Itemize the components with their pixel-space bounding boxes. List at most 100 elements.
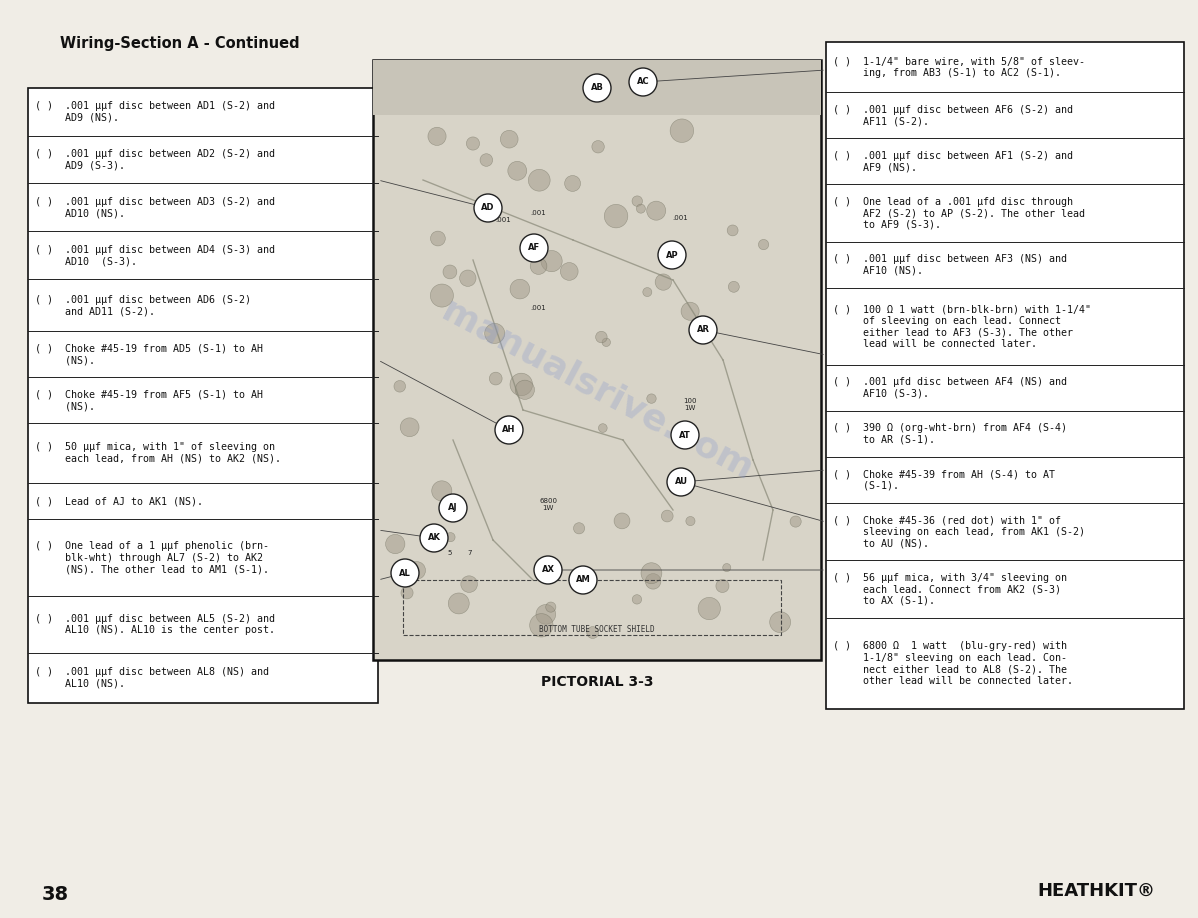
Text: ( )  Choke #45-39 from AH (S-4) to AT: ( ) Choke #45-39 from AH (S-4) to AT xyxy=(833,469,1055,479)
Circle shape xyxy=(394,380,406,392)
Text: AR: AR xyxy=(696,326,709,334)
Text: AF10 (NS).: AF10 (NS). xyxy=(833,266,922,276)
Circle shape xyxy=(667,468,695,496)
Text: to AU (NS).: to AU (NS). xyxy=(833,538,928,548)
Text: to AF9 (S-3).: to AF9 (S-3). xyxy=(833,220,940,230)
Text: .001: .001 xyxy=(672,215,688,221)
Circle shape xyxy=(515,380,534,399)
Text: AP: AP xyxy=(666,251,678,260)
Text: ( )  Choke #45-19 from AD5 (S-1) to AH: ( ) Choke #45-19 from AD5 (S-1) to AH xyxy=(35,343,264,353)
Text: 6800
1W: 6800 1W xyxy=(539,498,557,511)
Circle shape xyxy=(530,613,553,637)
Circle shape xyxy=(485,323,504,343)
Text: 100
1W: 100 1W xyxy=(683,398,697,411)
Text: AL10 (NS). AL10 is the center post.: AL10 (NS). AL10 is the center post. xyxy=(35,625,276,635)
Text: (NS). The other lead to AM1 (S-1).: (NS). The other lead to AM1 (S-1). xyxy=(35,565,270,575)
Text: (S-1).: (S-1). xyxy=(833,481,898,491)
Text: 38: 38 xyxy=(42,885,69,904)
Text: ( )  .001 μμf disc between AD2 (S-2) and: ( ) .001 μμf disc between AD2 (S-2) and xyxy=(35,149,276,159)
Bar xyxy=(825,42,1184,709)
Text: ( )  1-1/4" bare wire, with 5/8" of sleev-: ( ) 1-1/4" bare wire, with 5/8" of sleev… xyxy=(833,57,1085,67)
Text: AF9 (NS).: AF9 (NS). xyxy=(833,162,916,173)
Circle shape xyxy=(646,574,661,589)
Circle shape xyxy=(480,153,492,166)
Text: .001: .001 xyxy=(495,217,510,223)
Text: ( )  Lead of AJ to AK1 (NS).: ( ) Lead of AJ to AK1 (NS). xyxy=(35,497,202,507)
Circle shape xyxy=(643,287,652,297)
Text: ( )  100 Ω 1 watt (brn-blk-brn) with 1-1/4": ( ) 100 Ω 1 watt (brn-blk-brn) with 1-1/… xyxy=(833,305,1091,314)
Text: ( )  One lead of a 1 μμf phenolic (brn-: ( ) One lead of a 1 μμf phenolic (brn- xyxy=(35,542,270,552)
Text: HEATHKIT®: HEATHKIT® xyxy=(1037,882,1155,900)
Text: ( )  .001 μμf disc between AL8 (NS) and: ( ) .001 μμf disc between AL8 (NS) and xyxy=(35,667,270,677)
Circle shape xyxy=(647,394,657,403)
Circle shape xyxy=(430,231,446,246)
Circle shape xyxy=(541,251,562,272)
Circle shape xyxy=(641,563,661,584)
Text: ( )  Choke #45-36 (red dot) with 1" of: ( ) Choke #45-36 (red dot) with 1" of xyxy=(833,515,1061,525)
Circle shape xyxy=(647,201,666,220)
Text: other lead will be connected later.: other lead will be connected later. xyxy=(833,676,1073,686)
Text: sleeving on each lead, from AK1 (S-2): sleeving on each lead, from AK1 (S-2) xyxy=(833,527,1085,537)
Circle shape xyxy=(769,611,791,633)
Text: Wiring-Section A - Continued: Wiring-Section A - Continued xyxy=(60,36,300,51)
Circle shape xyxy=(716,579,728,592)
Circle shape xyxy=(574,522,585,534)
Text: AF10 (S-3).: AF10 (S-3). xyxy=(833,389,928,399)
Circle shape xyxy=(545,602,556,612)
Circle shape xyxy=(430,284,454,308)
Text: AF: AF xyxy=(528,243,540,252)
Text: each lead. Connect from AK2 (S-3): each lead. Connect from AK2 (S-3) xyxy=(833,585,1061,594)
Circle shape xyxy=(595,331,607,342)
Circle shape xyxy=(561,263,579,280)
Circle shape xyxy=(789,516,801,527)
Circle shape xyxy=(489,372,502,385)
Text: each lead, from AH (NS) to AK2 (NS).: each lead, from AH (NS) to AK2 (NS). xyxy=(35,453,282,464)
Text: ( )  .001 μμf disc between AF6 (S-2) and: ( ) .001 μμf disc between AF6 (S-2) and xyxy=(833,105,1073,115)
Circle shape xyxy=(495,416,524,444)
Text: ( )  .001 μμf disc between AL5 (S-2) and: ( ) .001 μμf disc between AL5 (S-2) and xyxy=(35,613,276,623)
Text: ( )  50 μμf mica, with 1" of sleeving on: ( ) 50 μμf mica, with 1" of sleeving on xyxy=(35,442,276,453)
Circle shape xyxy=(420,524,448,552)
Circle shape xyxy=(671,421,698,449)
Text: AT: AT xyxy=(679,431,691,440)
Circle shape xyxy=(592,140,604,153)
Circle shape xyxy=(661,510,673,522)
Text: AU: AU xyxy=(674,477,688,487)
Circle shape xyxy=(758,240,769,250)
Circle shape xyxy=(431,481,452,501)
Text: PICTORIAL 3-3: PICTORIAL 3-3 xyxy=(540,675,653,689)
Text: ( )  .001 μfd disc between AF4 (NS) and: ( ) .001 μfd disc between AF4 (NS) and xyxy=(833,377,1067,387)
Circle shape xyxy=(629,68,657,96)
Bar xyxy=(403,580,781,635)
Text: AH: AH xyxy=(502,426,515,434)
Circle shape xyxy=(722,564,731,572)
Circle shape xyxy=(460,270,476,286)
Text: AC: AC xyxy=(636,77,649,86)
Circle shape xyxy=(583,74,611,102)
Bar xyxy=(373,60,821,115)
Text: ( )  One lead of a .001 μfd disc through: ( ) One lead of a .001 μfd disc through xyxy=(833,197,1073,207)
Text: AD9 (S-3).: AD9 (S-3). xyxy=(35,161,125,171)
Text: .001: .001 xyxy=(530,305,546,311)
Text: either lead to AF3 (S-3). The other: either lead to AF3 (S-3). The other xyxy=(833,328,1073,338)
Text: AJ: AJ xyxy=(448,503,458,512)
Text: ( )  390 Ω (org-wht-brn) from AF4 (S-4): ( ) 390 Ω (org-wht-brn) from AF4 (S-4) xyxy=(833,423,1067,433)
Circle shape xyxy=(633,595,642,604)
Circle shape xyxy=(536,605,556,624)
Text: AD10 (NS).: AD10 (NS). xyxy=(35,208,125,218)
Circle shape xyxy=(443,265,456,279)
Text: of sleeving on each lead. Connect: of sleeving on each lead. Connect xyxy=(833,316,1061,326)
Circle shape xyxy=(670,119,694,142)
Text: BOTTOM TUBE SOCKET SHIELD: BOTTOM TUBE SOCKET SHIELD xyxy=(539,625,655,634)
Bar xyxy=(28,88,379,703)
Circle shape xyxy=(391,559,419,587)
Circle shape xyxy=(534,556,562,584)
Text: 5: 5 xyxy=(447,550,452,556)
Circle shape xyxy=(728,281,739,292)
Circle shape xyxy=(604,205,628,228)
Circle shape xyxy=(689,316,716,344)
Text: AD10  (S-3).: AD10 (S-3). xyxy=(35,256,137,266)
Text: 1-1/8" sleeving on each lead. Con-: 1-1/8" sleeving on each lead. Con- xyxy=(833,653,1067,663)
Circle shape xyxy=(569,566,597,594)
Text: blk-wht) through AL7 (S-2) to AK2: blk-wht) through AL7 (S-2) to AK2 xyxy=(35,553,264,563)
